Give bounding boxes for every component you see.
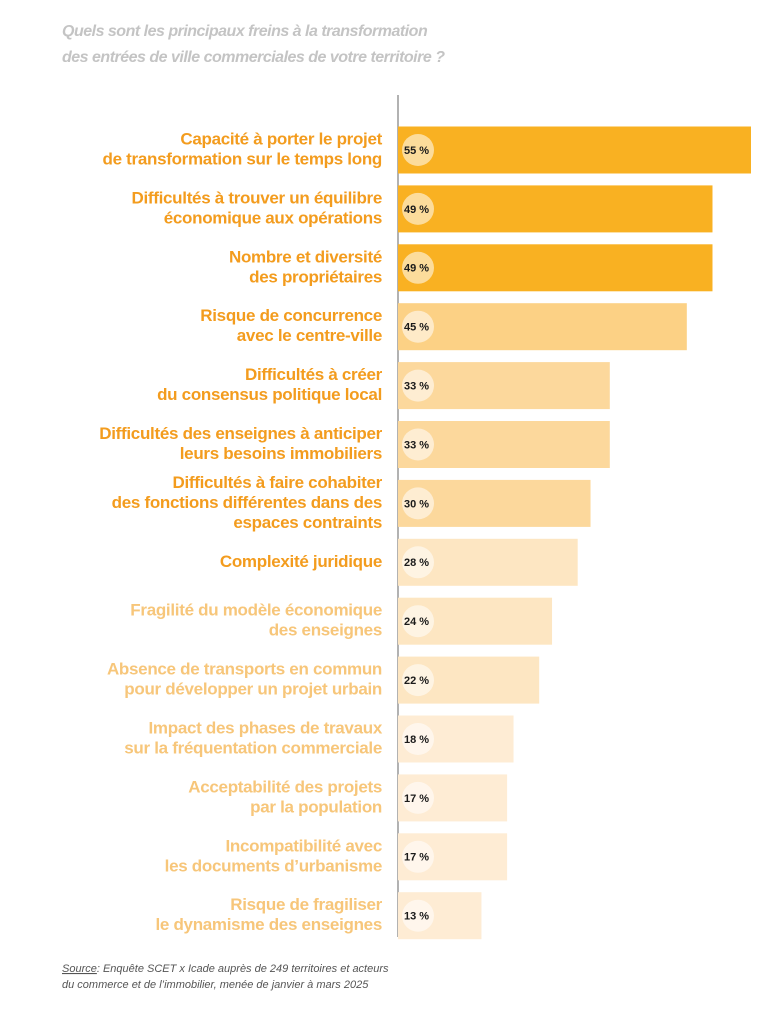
value-label: 28 % bbox=[404, 557, 429, 569]
category-label: Difficultés des enseignes à anticiper bbox=[99, 424, 382, 443]
category-label: Difficultés à faire cohabiter bbox=[172, 473, 382, 492]
category-label: des propriétaires bbox=[249, 267, 382, 286]
category-label: les documents d’urbanisme bbox=[165, 856, 382, 875]
source: Source: Enquête SCET x Icade auprès de 2… bbox=[62, 963, 389, 975]
value-label: 24 % bbox=[404, 616, 429, 628]
bar bbox=[398, 185, 713, 233]
category-label: espaces contraints bbox=[233, 513, 382, 532]
chart-title: Quels sont les principaux freins à la tr… bbox=[62, 23, 428, 40]
value-badge bbox=[402, 723, 434, 755]
category-label: pour développer un projet urbain bbox=[124, 680, 382, 699]
category-label: Nombre et diversité bbox=[229, 247, 382, 266]
category-label: Impact des phases de travaux bbox=[149, 718, 383, 737]
value-label: 45 % bbox=[404, 322, 429, 334]
value-badge bbox=[402, 428, 434, 461]
value-label: 17 % bbox=[404, 793, 429, 805]
category-label: économique aux opérations bbox=[164, 208, 382, 227]
value-badge bbox=[402, 369, 434, 402]
value-label: 17 % bbox=[404, 852, 429, 864]
category-label: par la population bbox=[250, 797, 382, 816]
category-label: Risque de concurrence bbox=[200, 306, 382, 325]
category-label: Risque de fragiliser bbox=[230, 895, 382, 914]
bar bbox=[398, 303, 687, 351]
value-badge bbox=[402, 605, 434, 638]
bar bbox=[398, 126, 751, 174]
value-badge bbox=[402, 310, 434, 343]
value-label: 55 % bbox=[404, 145, 429, 157]
category-label: des fonctions différentes dans des bbox=[112, 493, 382, 512]
category-label: de transformation sur le temps long bbox=[103, 149, 383, 168]
category-label: Incompatibilité avec bbox=[226, 836, 383, 855]
category-label: Difficultés à créer bbox=[245, 365, 383, 384]
value-label: 49 % bbox=[404, 204, 429, 216]
category-label: leurs besoins immobiliers bbox=[180, 444, 382, 463]
value-label: 13 % bbox=[404, 911, 429, 923]
value-label: 49 % bbox=[404, 263, 429, 275]
category-label: le dynamisme des enseignes bbox=[155, 915, 382, 934]
source-text: : Enquête SCET x Icade auprès de 249 ter… bbox=[97, 963, 389, 975]
value-badge bbox=[402, 781, 434, 814]
chart-title: des entrées de ville commerciales de vot… bbox=[62, 49, 445, 66]
category-label: Absence de transports en commun bbox=[107, 660, 382, 679]
value-badge bbox=[402, 487, 434, 520]
category-label: des enseignes bbox=[269, 621, 382, 640]
value-label: 30 % bbox=[404, 498, 429, 510]
category-label: Acceptabilité des projets bbox=[188, 777, 382, 796]
value-badge bbox=[402, 251, 434, 284]
value-label: 33 % bbox=[404, 439, 429, 451]
source: du commerce et de l’immobilier, menée de… bbox=[62, 979, 369, 991]
value-badge bbox=[402, 546, 434, 579]
category-label: Capacité à porter le projet bbox=[180, 129, 382, 148]
source-label: Source bbox=[62, 963, 97, 975]
value-label: 33 % bbox=[404, 381, 429, 393]
value-label: 18 % bbox=[404, 734, 429, 746]
value-badge bbox=[402, 840, 434, 873]
value-badge bbox=[402, 899, 434, 932]
value-badge bbox=[402, 192, 434, 225]
category-label: Complexité juridique bbox=[220, 552, 382, 571]
category-label: Difficultés à trouver un équilibre bbox=[131, 188, 382, 207]
bar bbox=[398, 244, 713, 292]
category-label: du consensus politique local bbox=[157, 385, 382, 404]
category-label: sur la fréquentation commerciale bbox=[124, 738, 382, 757]
value-badge bbox=[402, 134, 434, 166]
category-label: avec le centre-ville bbox=[237, 326, 382, 345]
value-label: 22 % bbox=[404, 675, 429, 687]
value-badge bbox=[402, 664, 434, 697]
category-label: Fragilité du modèle économique bbox=[130, 601, 382, 620]
